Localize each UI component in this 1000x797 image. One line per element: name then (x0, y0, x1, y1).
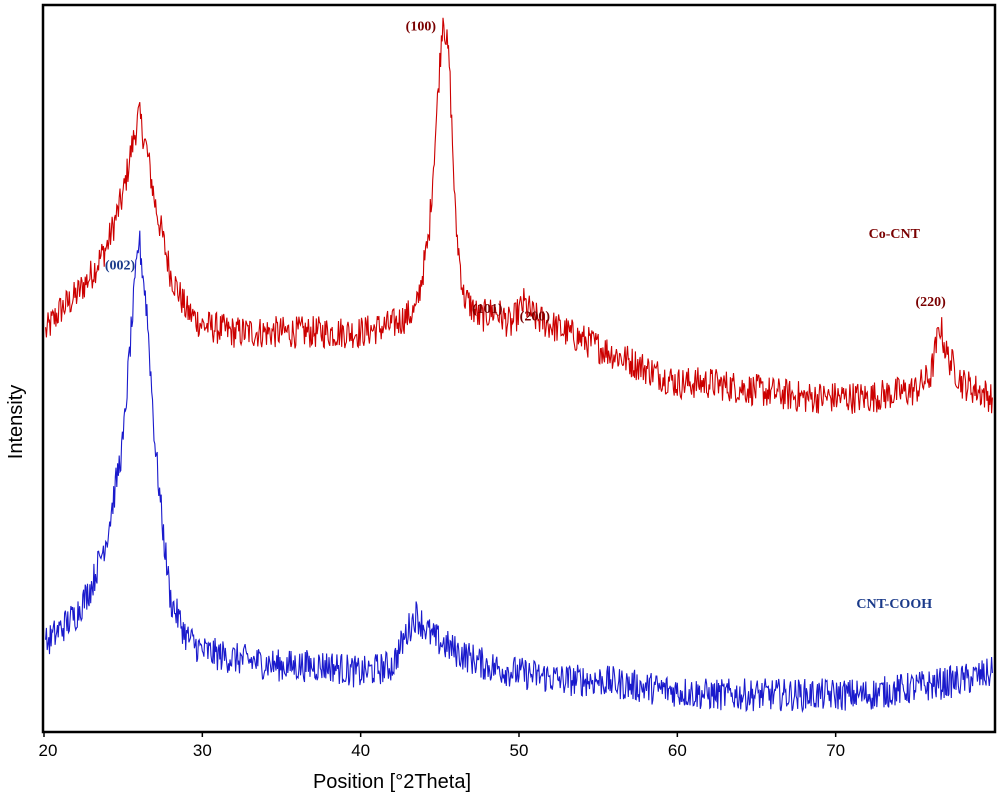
x-tick-label: 50 (510, 741, 529, 760)
x-axis-title: Position [°2Theta] (313, 771, 471, 793)
x-tick-label: 40 (351, 741, 370, 760)
series-label: CNT-COOH (856, 597, 932, 612)
peak-annotation: (101) (472, 302, 503, 317)
series-line-co-cnt (45, 17, 993, 414)
x-tick-label: 60 (668, 741, 687, 760)
x-axis-ticks: 20 30 40 50 60 70 (39, 731, 845, 760)
x-tick-label: 20 (39, 741, 58, 760)
peak-annotation: (220) (916, 295, 947, 310)
plot-frame (41, 3, 997, 734)
peak-annotation: (002) (105, 259, 136, 274)
series-label: Co-CNT (869, 227, 921, 242)
peak-annotation: (200) (520, 309, 551, 324)
annotation-layer: (002) (100) (101) (200) (220) Co-CNT CNT-COOH (105, 19, 946, 612)
x-tick-label: 30 (193, 741, 212, 760)
x-tick-label: 70 (826, 741, 845, 760)
series-line-cnt-cooh (45, 230, 993, 714)
y-axis-title: Intensity (5, 385, 27, 459)
series-layer (45, 17, 993, 714)
peak-annotation: (100) (406, 19, 437, 34)
